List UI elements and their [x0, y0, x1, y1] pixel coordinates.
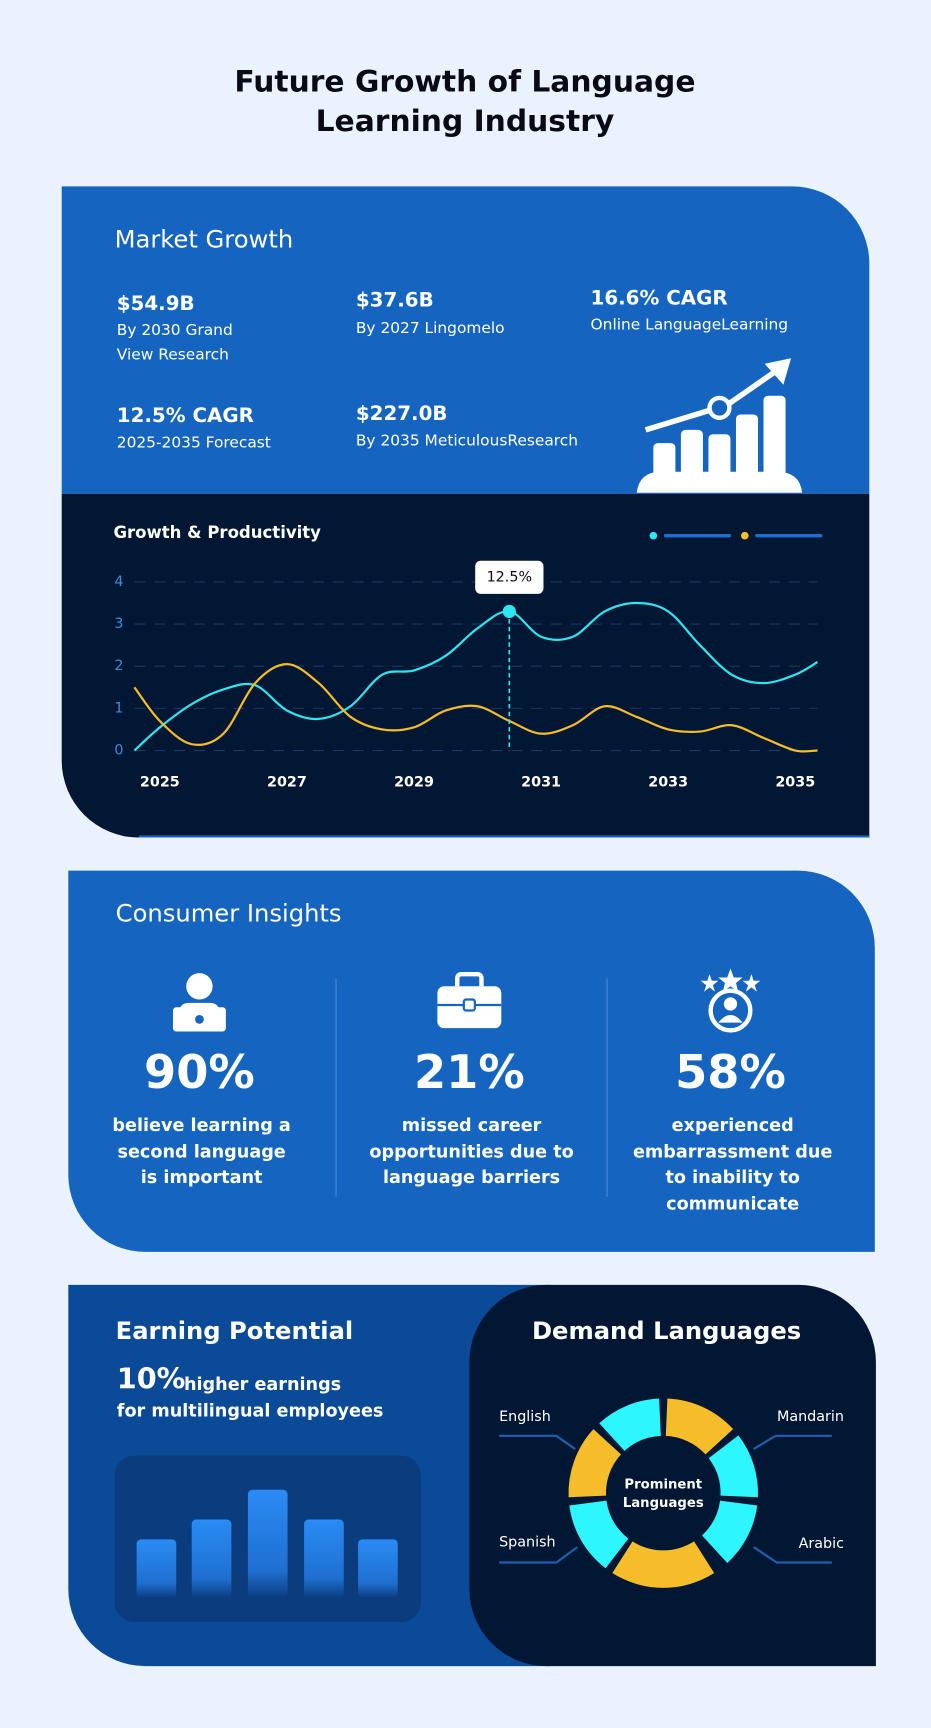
stat-label: 2025-2035 Forecast	[117, 434, 271, 452]
market-panel	[61, 186, 870, 494]
x-tick-label: 2031	[521, 774, 561, 790]
insight-label: believe learning a	[112, 1116, 290, 1136]
legend-dot	[740, 531, 749, 540]
insights-panel	[68, 870, 875, 1252]
chart-title: Growth & Productivity	[113, 523, 321, 542]
stat-label: By 2035 MeticulousResearch	[356, 431, 578, 449]
stat-value: $37.6B	[356, 288, 434, 311]
y-tick-label: 2	[114, 658, 123, 674]
x-tick-label: 2029	[394, 774, 434, 790]
insight-value: 90%	[144, 1045, 255, 1099]
donut-segment	[599, 1398, 661, 1451]
donut-segment	[568, 1429, 622, 1498]
language-label: Arabic	[799, 1536, 844, 1552]
tooltip-box	[475, 560, 544, 594]
leader-lines	[499, 1434, 832, 1564]
stat-value: 12.5% CAGR	[117, 404, 254, 427]
insight-label: experienced	[672, 1116, 794, 1136]
language-label: Spanish	[499, 1535, 556, 1551]
chart-panel	[61, 493, 870, 838]
decorative-bars	[136, 1489, 398, 1598]
series-line	[133, 663, 818, 753]
insight-label: to inability to	[666, 1168, 800, 1188]
insight-label: language barriers	[383, 1168, 560, 1188]
page-title: Learning Industry	[316, 104, 615, 139]
insight-label: embarrassment due	[633, 1143, 833, 1163]
x-tick-label: 2035	[775, 774, 815, 790]
language-label: Mandarin	[777, 1409, 844, 1425]
stat-label: By 2027 Lingomelo	[356, 319, 505, 337]
icon-person-laptop	[172, 973, 226, 1032]
donut-segment	[665, 1398, 734, 1455]
stat-label: View Research	[117, 345, 229, 363]
section-title: Demand Languages	[532, 1317, 801, 1345]
donut-segment	[708, 1435, 759, 1498]
demand-panel	[469, 1284, 876, 1667]
line-chart: 0 1 2 3 4 2025 2027 2029 2031 2033 2035 12.5%	[114, 531, 823, 790]
language-label: English	[499, 1409, 551, 1425]
stat-value: 16.6% CAGR	[591, 286, 728, 309]
section-title: Earning Potential	[116, 1317, 354, 1345]
x-tick-label: 2027	[267, 774, 307, 790]
section-title: Market Growth	[115, 225, 294, 253]
insight-label: opportunities due to	[369, 1143, 573, 1163]
growth-icon	[636, 358, 803, 493]
insight-label: missed career	[402, 1116, 542, 1136]
series-line	[133, 601, 819, 752]
icon-briefcase	[437, 971, 502, 1029]
stat-label: Online LanguageLearning	[591, 316, 789, 334]
earning-value: 10%	[117, 1362, 186, 1396]
page-title: Future Growth of Language	[234, 64, 695, 99]
insight-label: is important	[141, 1168, 263, 1188]
x-tick-label: 2033	[648, 774, 688, 790]
section-title: Consumer Insights	[116, 900, 342, 928]
y-tick-label: 3	[114, 616, 123, 632]
x-tick-label: 2025	[140, 774, 180, 790]
tooltip-text: 12.5%	[487, 569, 532, 585]
insight-label: communicate	[666, 1194, 799, 1214]
annotation-point	[502, 604, 516, 619]
donut-segment	[569, 1500, 629, 1569]
stat-value: $54.9B	[117, 292, 195, 315]
legend-dot	[649, 531, 658, 540]
donut	[568, 1398, 759, 1588]
stat-value: $227.0B	[356, 402, 448, 425]
donut-center: Prominent	[624, 1477, 702, 1492]
y-tick-label: 1	[114, 700, 123, 716]
earning-text: higher earnings	[184, 1375, 341, 1395]
donut-segment	[612, 1541, 715, 1588]
insight-label: second language	[117, 1143, 285, 1163]
y-tick-label: 0	[114, 743, 123, 759]
insight-value: 21%	[414, 1045, 525, 1099]
insight-value: 58%	[675, 1045, 786, 1099]
donut-center: Languages	[623, 1496, 704, 1511]
y-tick-label: 4	[114, 574, 123, 590]
stat-label: By 2030 Grand	[117, 321, 233, 339]
donut-segment	[701, 1500, 758, 1563]
icon-star-person	[700, 968, 761, 1033]
earning-text: for multilingual employees	[117, 1402, 384, 1422]
